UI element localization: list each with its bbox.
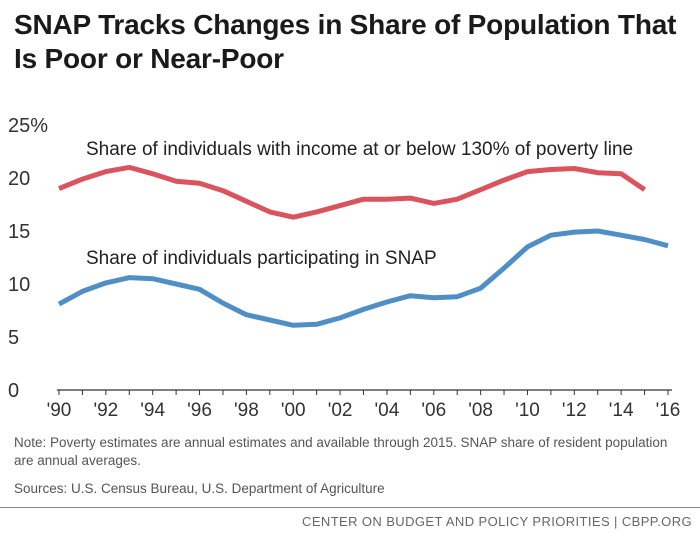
y-tick-label: 5: [8, 327, 19, 349]
x-tick-label: '08: [468, 400, 493, 421]
x-tick-label: '04: [375, 400, 400, 421]
x-tick-label: '94: [140, 400, 165, 421]
chart-series: [57, 164, 669, 328]
series-label-poverty: Share of individuals with income at or b…: [86, 139, 633, 160]
series-label-snap: Share of individuals participating in SN…: [86, 248, 437, 269]
x-tick-label: '14: [609, 400, 634, 421]
x-tick-label: '12: [562, 400, 587, 421]
x-tick-label: '98: [234, 400, 259, 421]
footer-credit: CENTER ON BUDGET AND POLICY PRIORITIES |…: [302, 514, 692, 529]
x-tick-label: '10: [515, 400, 540, 421]
x-tick-label: '00: [281, 400, 306, 421]
chart-sources: Sources: U.S. Census Bureau, U.S. Depart…: [14, 481, 385, 496]
x-tick-label: '16: [656, 400, 681, 421]
x-tick-label: '92: [93, 400, 118, 421]
x-tick-label: '90: [47, 400, 72, 421]
chart-title: SNAP Tracks Changes in Share of Populati…: [14, 9, 677, 74]
x-tick-label: '06: [421, 400, 446, 421]
chart-note: Note: Poverty estimates are annual estim…: [14, 435, 668, 468]
x-axis: '90 '92 '94 '96 '98 '00 '02 '04 '06 '08 '10 '12 '14 '…: [47, 389, 681, 421]
y-axis: 0 5 10 15 20 25%: [8, 115, 48, 402]
y-tick-label: 15: [8, 221, 30, 243]
footer-divider: [0, 507, 700, 508]
y-tick-label: 10: [8, 274, 30, 296]
series-line-poverty: [58, 164, 647, 220]
y-tick-label: 20: [8, 168, 30, 190]
series-line-snap: [57, 228, 669, 328]
x-tick-label: '02: [328, 400, 353, 421]
x-tick-label: '96: [187, 400, 212, 421]
y-tick-label: 25%: [8, 115, 48, 137]
y-tick-label: 0: [8, 380, 19, 402]
